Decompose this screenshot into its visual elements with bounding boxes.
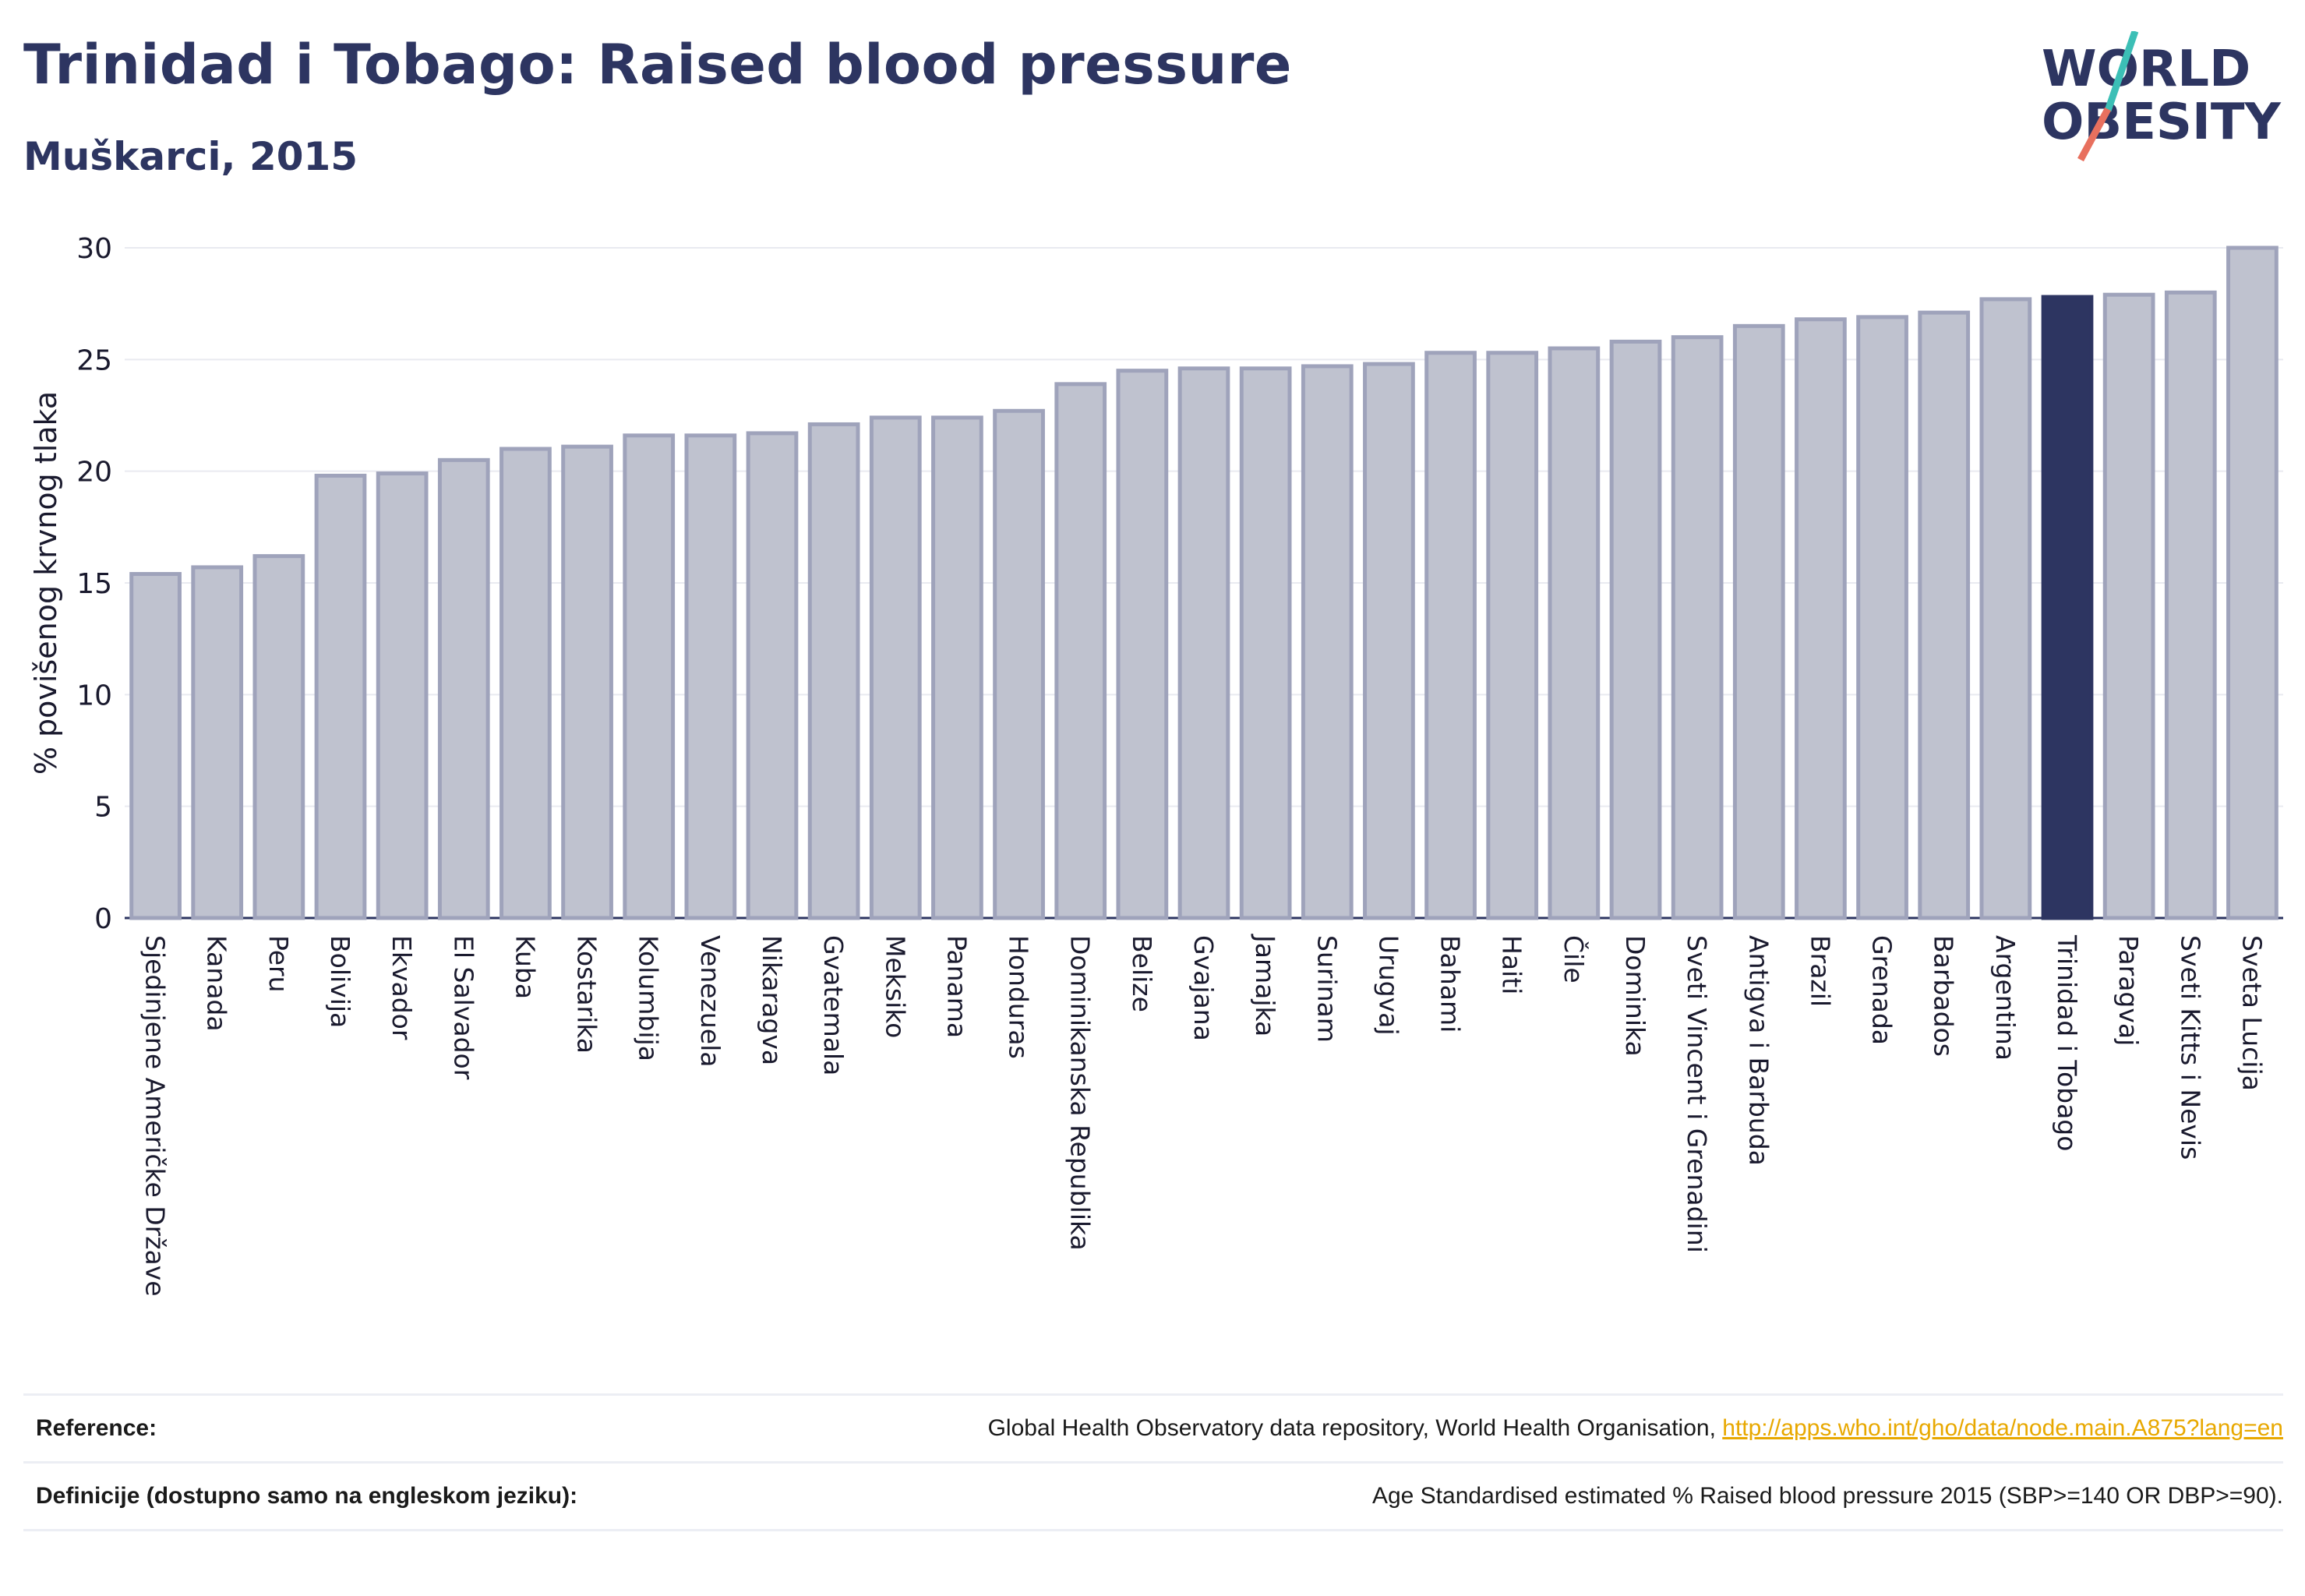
bar — [1609, 339, 1662, 920]
x-tick-label: Surinam — [1311, 935, 1342, 1043]
logo-slash-red — [2077, 107, 2111, 162]
x-tick-label: Honduras — [1004, 935, 1034, 1059]
x-tick-label: Meksiko — [880, 935, 910, 1038]
chart-subtitle: Muškarci, 2015 — [23, 134, 358, 179]
bar — [623, 433, 676, 920]
bar — [1424, 351, 1477, 920]
x-tick-label: Bahami — [1435, 935, 1466, 1033]
logo-slash-teal — [2104, 31, 2139, 112]
x-tick-label: Sveti Vincent i Grenadini — [1682, 935, 1712, 1253]
x-tick-label: Sveta Lucija — [2236, 935, 2267, 1091]
bar — [1979, 297, 2032, 920]
logo-line1: WORLD — [2042, 41, 2250, 98]
bar — [993, 408, 1045, 920]
logo-line2: OBESITY — [2042, 94, 2281, 151]
x-tick-label: Paragvaj — [2113, 935, 2144, 1046]
bar — [1301, 364, 1354, 920]
bar — [191, 565, 244, 920]
y-tick-label: 15 — [76, 568, 112, 600]
x-tick-label: Belize — [1127, 935, 1157, 1012]
bar — [499, 447, 552, 920]
y-tick-label: 10 — [76, 680, 112, 711]
y-tick-label: 5 — [94, 792, 112, 824]
x-tick-label: Kuba — [510, 935, 540, 999]
x-tick-label: Urugvaj — [1373, 935, 1403, 1036]
bar — [1116, 369, 1169, 920]
definition-label: Definicije (dostupno samo na engleskom j… — [36, 1483, 578, 1509]
bar — [2102, 292, 2155, 920]
reference-label: Reference: — [36, 1415, 157, 1441]
x-tick-label: Bolivija — [325, 935, 355, 1028]
x-tick-label: Venezuela — [695, 935, 725, 1067]
x-tick-label: Argentina — [1990, 935, 2021, 1061]
bar — [1918, 310, 1971, 920]
bar — [252, 554, 305, 920]
x-tick-label: Gvajana — [1188, 935, 1219, 1041]
bar — [437, 457, 490, 920]
bar — [1177, 366, 1230, 920]
x-tick-label: Panama — [941, 935, 972, 1038]
bar — [314, 473, 367, 920]
x-tick-label: Dominika — [1620, 935, 1650, 1057]
x-tick-label: Sjedinjene Američke Države — [140, 935, 171, 1297]
x-tick-label: Brazil — [1805, 935, 1835, 1007]
reference-link[interactable]: http://apps.who.int/gho/data/node.main.A… — [1722, 1415, 2283, 1441]
bar — [1486, 351, 1539, 920]
y-tick-label: 30 — [76, 233, 112, 265]
x-tick-label: El Salvador — [448, 935, 478, 1080]
bar — [1795, 317, 1847, 920]
definition-value: Age Standardised estimated % Raised bloo… — [1371, 1483, 2283, 1509]
bar — [807, 422, 860, 920]
world-obesity-logo: WORLD OBESITY — [2042, 31, 2281, 162]
x-tick-label: Kanada — [202, 935, 232, 1032]
x-tick-label: Kolumbija — [634, 935, 664, 1061]
x-tick-label: Grenada — [1867, 935, 1897, 1045]
y-tick-label: 25 — [76, 344, 112, 376]
bar — [1054, 382, 1107, 920]
x-tick-label: Ekvador — [387, 935, 417, 1040]
bar — [2164, 290, 2217, 920]
bar — [561, 444, 613, 920]
x-tick-label: Haiti — [1497, 935, 1527, 994]
bar-chart: Sjedinjene Američke Države Kanada Peru Boli… — [29, 233, 2283, 1297]
x-tick-label: Čile — [1558, 935, 1590, 983]
bar — [1363, 362, 1415, 920]
bar — [1671, 335, 1724, 920]
reference-value: Global Health Observatory data repositor… — [988, 1413, 2283, 1444]
definition-row: Definicije (dostupno samo na engleskom j… — [23, 1461, 2283, 1531]
y-tick-label: 0 — [94, 903, 112, 935]
y-tick-label: 20 — [76, 457, 112, 489]
reference-row: Reference: Global Health Observatory dat… — [23, 1393, 2283, 1461]
chart-title: Trinidad i Tobago: Raised blood pressure — [23, 33, 1292, 97]
bar — [1239, 366, 1292, 920]
reference-table: Reference: Global Health Observatory dat… — [23, 1393, 2283, 1531]
x-tick-label: Sveti Kitts i Nevis — [2175, 935, 2205, 1160]
bar — [869, 415, 922, 920]
bar — [1732, 323, 1785, 920]
reference-text: Global Health Observatory data repositor… — [987, 1415, 1716, 1441]
bar — [376, 471, 429, 920]
x-tick-label: Barbados — [1929, 935, 1959, 1057]
x-tick-label: Antigva i Barbuda — [1743, 935, 1774, 1166]
x-tick-label: Dominikanska Republika — [1065, 935, 1096, 1251]
bar — [2226, 245, 2279, 920]
x-tick-label: Gvatemala — [818, 935, 849, 1075]
bar — [1856, 315, 1908, 920]
bar — [684, 433, 737, 920]
x-tick-label: Trinidad i Tobago — [2052, 934, 2082, 1151]
bar — [129, 572, 182, 920]
x-tick-label: Jamajka — [1250, 934, 1280, 1036]
x-tick-label: Nikaragva — [757, 935, 787, 1065]
bar — [746, 431, 799, 920]
bar — [2041, 295, 2094, 920]
x-tick-label: Peru — [263, 935, 294, 993]
y-axis-label: % povišenog krvnog tlaka — [29, 391, 63, 775]
bar — [931, 415, 983, 920]
bar — [1548, 346, 1601, 920]
x-tick-label: Kostarika — [572, 935, 602, 1054]
